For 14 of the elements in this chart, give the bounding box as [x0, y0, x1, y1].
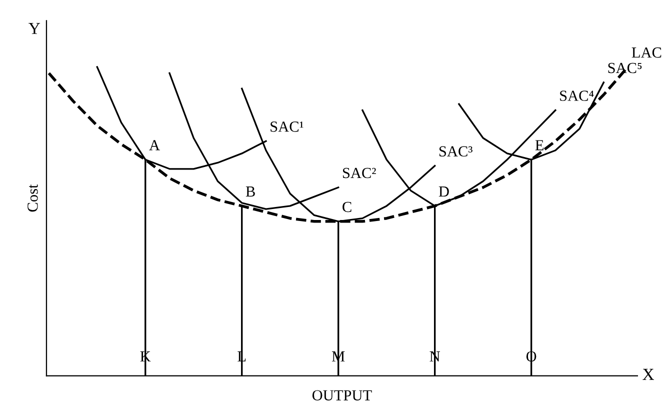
annotation: C	[342, 202, 352, 212]
annotation: E	[535, 140, 544, 150]
text: X	[642, 368, 654, 380]
annotation: B	[246, 186, 255, 197]
y-axis-title: Cost	[28, 184, 38, 212]
series-label: SAC¹	[270, 122, 304, 132]
series-label: LAC	[632, 47, 662, 58]
series-label: SAC²	[342, 168, 376, 178]
annotation: A	[149, 140, 160, 150]
series-label: SAC⁴	[560, 90, 594, 101]
x-axis-title: OUTPUT	[312, 390, 372, 400]
series-label: SAC³	[439, 146, 472, 157]
text: Y	[28, 23, 40, 34]
annotation: D	[438, 186, 449, 197]
